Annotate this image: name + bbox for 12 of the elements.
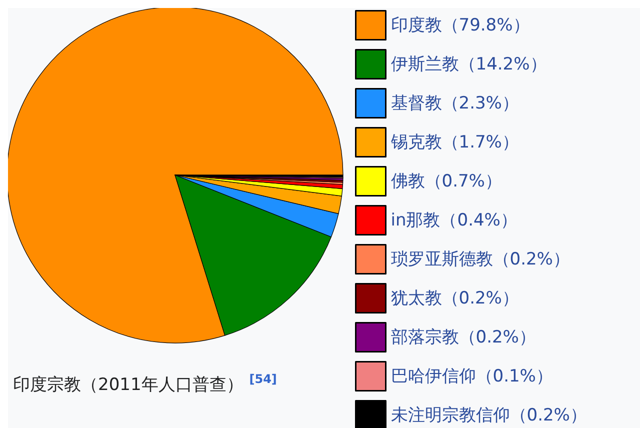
legend-label: 琐罗亚斯德教（0.2%） [390, 249, 570, 270]
legend-label: 伊斯兰教（14.2%） [390, 54, 547, 74]
legend-label: 部落宗教（0.2%） [390, 327, 536, 348]
legend-label: 佛教（0.7%） [390, 171, 502, 192]
legend-label: 未注明宗教信仰（0.2%） [390, 405, 587, 426]
legend-label: 巴哈伊信仰（0.1%） [390, 366, 553, 386]
legend-label: 犹太教（0.2%） [390, 288, 519, 308]
legend-label: 锡克教（1.7%） [390, 132, 519, 152]
text: 印度宗教（2011年人口普查）[54] [13, 372, 277, 395]
legend-label: 印度教（79.8%） [390, 15, 530, 36]
legend-label: in那教（0.4%） [390, 210, 518, 230]
legend-label: 基督教（2.3%） [390, 93, 519, 114]
